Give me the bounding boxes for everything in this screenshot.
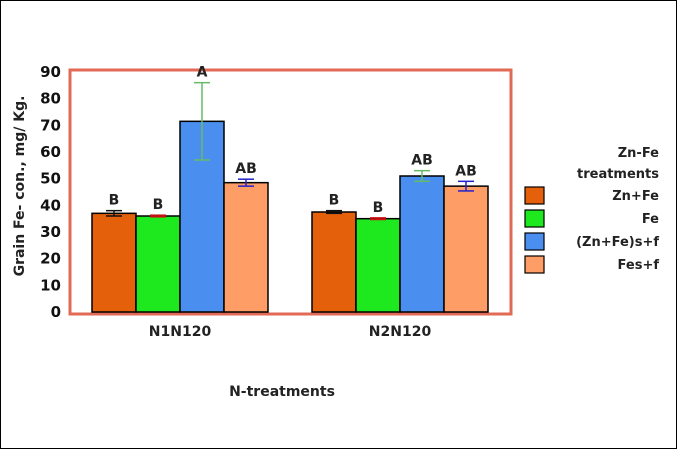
y-tick-label: 70 — [40, 116, 61, 134]
y-tick-label: 0 — [51, 303, 61, 321]
plot-border — [68, 68, 513, 316]
bar — [135, 215, 181, 313]
bar — [443, 185, 489, 313]
y-tick-label: 50 — [40, 170, 61, 188]
x-tick-label: N2N120 — [369, 324, 432, 340]
y-tick-label: 10 — [40, 276, 61, 294]
bar — [399, 175, 445, 313]
y-tick-label: 60 — [40, 143, 61, 161]
y-tick-label: 90 — [40, 63, 61, 81]
significance-letter: B — [109, 193, 120, 209]
legend: Zn-Fe treatments Zn+Fe Fe (Zn+Fe)s+f Fes+f — [524, 146, 660, 274]
significance-letter: AB — [235, 161, 257, 177]
legend-label: Fes+f — [618, 258, 660, 273]
x-axis-categories: N1N120 N2N120 — [149, 324, 432, 340]
legend-swatch — [524, 186, 545, 205]
significance-letter: A — [197, 65, 208, 81]
y-tick-label: 20 — [40, 250, 61, 268]
y-axis-label: Grain Fe- con., mg/ Kg. — [12, 96, 28, 277]
significance-letter: B — [329, 193, 340, 209]
bars: B B A AB B B AB AB — [91, 65, 489, 313]
legend-label: (Zn+Fe)s+f — [576, 235, 659, 250]
legend-title: Zn-Fe — [618, 146, 659, 161]
bar — [91, 212, 137, 313]
legend-swatch — [524, 209, 545, 228]
x-axis-label: N-treatments — [229, 384, 335, 400]
legend-swatch — [524, 255, 545, 274]
legend-label: Zn+Fe — [612, 189, 659, 204]
y-axis-ticks: 0 10 20 30 40 50 60 70 80 90 — [40, 63, 61, 321]
x-tick-label: N1N120 — [149, 324, 212, 340]
significance-letter: B — [373, 200, 384, 216]
y-tick-label: 80 — [40, 90, 61, 108]
significance-letter: AB — [411, 153, 433, 169]
legend-swatch — [524, 232, 545, 251]
significance-letter: B — [153, 197, 164, 213]
legend-label: Fe — [642, 212, 659, 227]
legend-title: treatments — [577, 167, 659, 182]
bar — [355, 217, 401, 313]
y-tick-label: 30 — [40, 223, 61, 241]
y-tick-label: 40 — [40, 196, 61, 214]
significance-letter: AB — [455, 163, 477, 179]
bar — [223, 181, 269, 313]
bar — [311, 211, 357, 313]
